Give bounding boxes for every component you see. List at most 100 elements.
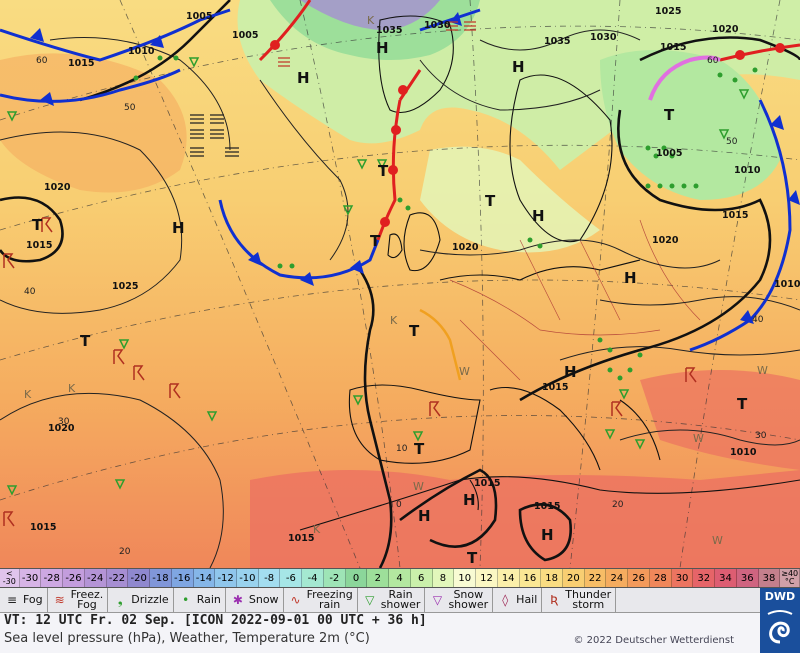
dwd-logo: DWD — [760, 588, 800, 653]
colorbar-cell: 10 — [454, 569, 477, 587]
high-center: H — [512, 58, 525, 76]
colorbar-cell: -18 — [150, 569, 172, 587]
temp-label: 50 — [124, 103, 136, 113]
legend-item: ✱ Snow — [226, 587, 284, 613]
colorbar-cell: -4 — [302, 569, 324, 587]
colorbar-cell: 34 — [715, 569, 737, 587]
valid-time-line: VT: 12 UTC Fr. 02 Sep. [ICON 2022-09-01 … — [4, 613, 427, 628]
colorbar-low-symbol: < — [5, 569, 13, 578]
isobar-label: 1010 — [128, 46, 155, 57]
temp-label: 40 — [752, 315, 764, 325]
colorbar-cell: 28 — [649, 569, 672, 587]
rain-symbols — [133, 55, 758, 381]
kw-labels: K K K K K W W W W W — [24, 14, 768, 547]
isobar-label: 1015 — [68, 58, 94, 69]
colorbar-cell: 36 — [736, 569, 759, 587]
k-label: K — [367, 14, 375, 27]
isobars — [0, 29, 800, 568]
low-center: T — [409, 322, 420, 340]
isobars-thick — [0, 0, 800, 568]
isobar-label: 1015 — [542, 382, 568, 393]
isobar-label: 1020 — [652, 235, 679, 246]
copyright-notice: © 2022 Deutscher Wetterdienst — [573, 635, 734, 646]
low-center: T — [467, 549, 478, 567]
high-center: H — [297, 69, 310, 87]
rain-shower-symbols — [6, 57, 750, 496]
temp-label: 20 — [119, 547, 131, 557]
legend-symbol-icon: ✱ — [232, 593, 243, 607]
isobar-label: 1005 — [232, 30, 258, 41]
legend-label: Freezing rain — [306, 588, 353, 611]
occluded-front — [648, 55, 721, 101]
colorbar-cell: 0 — [345, 569, 368, 587]
colorbar-cell: -30 — [19, 569, 42, 587]
dwd-logo-text: DWD — [764, 590, 796, 603]
description-line: Sea level pressure (hPa), Weather, Tempe… — [4, 631, 370, 646]
legend-symbol-icon: ≡ — [6, 593, 18, 607]
isobar-label: 1025 — [655, 6, 681, 17]
temp-label: 40 — [24, 287, 36, 297]
colorbar-cell: 20 — [563, 569, 585, 587]
colorbar-cell: 30 — [671, 569, 694, 587]
k-label: K — [24, 388, 32, 401]
legend-symbol-icon: ≋ — [54, 593, 65, 607]
temp-label: 10 — [396, 444, 408, 454]
legend-symbol-icon: ▽ — [365, 593, 375, 607]
colorbar-cell: -6 — [280, 569, 303, 587]
warm-zone-west — [0, 53, 187, 193]
temp-label: 20 — [612, 500, 624, 510]
isobar-label: 1030 — [424, 20, 451, 31]
info-panel: VT: 12 UTC Fr. 02 Sep. [ICON 2022-09-01 … — [0, 613, 760, 653]
legend-symbol-icon: ❟ — [117, 592, 123, 607]
colorbar-cell: 22 — [584, 569, 607, 587]
hot-zone-east — [640, 370, 800, 470]
very-cold-zone — [300, 0, 440, 31]
colorbar-cell: 4 — [389, 569, 411, 587]
colorbar-cell: 32 — [693, 569, 716, 587]
hot-zone-south — [250, 470, 800, 568]
legend-item: ∿ Freezing rain — [284, 587, 358, 613]
colorbar-cell: -14 — [193, 569, 216, 587]
dwd-swirl-icon — [767, 610, 793, 644]
colorbar-cell: -8 — [258, 569, 281, 587]
low-center: T — [32, 216, 43, 234]
isobar-label: 1035 — [376, 25, 402, 36]
colorbar-cell: 24 — [606, 569, 629, 587]
mild-zone — [420, 146, 600, 253]
legend-item: ▽ Rain shower — [358, 587, 426, 613]
colorbar-high-end: ≥40 °C — [780, 569, 800, 587]
colorbar-cell: -12 — [215, 569, 237, 587]
isobar-label: 1020 — [48, 423, 75, 434]
isobar-label: 1015 — [288, 533, 314, 544]
colorbar-high-unit: °C — [784, 577, 795, 586]
high-center: H — [541, 526, 554, 544]
legend-symbol-icon: Ʀ — [550, 593, 559, 607]
colorbar-cell: 2 — [367, 569, 390, 587]
temp-label: 50 — [726, 137, 738, 147]
high-center: H — [532, 207, 545, 225]
colorbar-cell: -2 — [323, 569, 346, 587]
isobar-label: 1005 — [656, 148, 682, 159]
low-center: T — [80, 332, 91, 350]
country-borders — [449, 219, 701, 381]
k-label: K — [390, 314, 398, 327]
legend-label: Rain — [196, 593, 221, 606]
colorbar-low-end: < -30 — [0, 569, 20, 587]
colorbar-cell: -20 — [128, 569, 151, 587]
fog-symbols — [190, 114, 239, 157]
isobar-label: 1015 — [534, 501, 560, 512]
isobar-label: 1010 — [730, 447, 757, 458]
w-label: W — [459, 365, 470, 378]
temp-label: 60 — [36, 56, 48, 66]
legend-symbol-icon: ∿ — [290, 593, 301, 607]
colorbar-cell: 26 — [628, 569, 650, 587]
high-center: H — [463, 491, 476, 509]
w-label: W — [413, 480, 424, 493]
high-center: H — [376, 39, 389, 57]
isobar-label: 1020 — [452, 242, 479, 253]
isobar-label: 1005 — [186, 11, 212, 22]
isobar-label: 1015 — [30, 522, 56, 533]
legend-item: ❟ Drizzle — [108, 587, 174, 613]
legend-label: Hail — [516, 593, 538, 606]
isobar-label: 1020 — [44, 182, 71, 193]
